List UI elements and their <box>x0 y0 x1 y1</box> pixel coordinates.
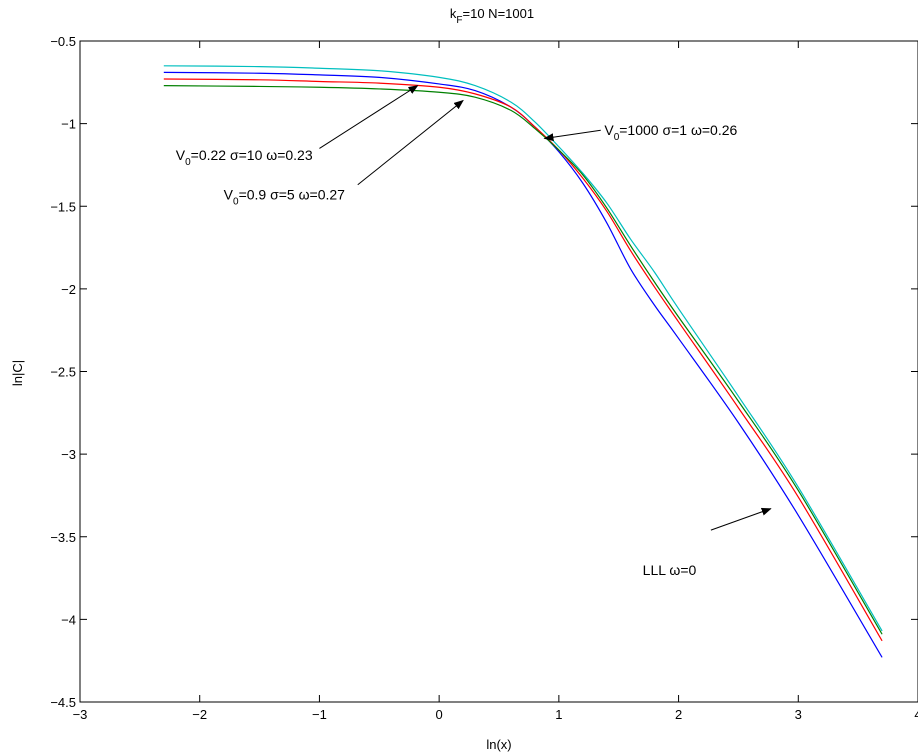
x-tick-label: 1 <box>555 707 562 722</box>
y-axis-ticks: −0.5 −1 −1.5 −2 −2.5 −3 −3.5 −4 −4.5 <box>50 34 918 710</box>
x-tick-label: −2 <box>192 707 207 722</box>
annotation-label: LLL ω=0 <box>643 562 697 578</box>
annotation-arrow <box>543 129 601 142</box>
x-tick-label: 2 <box>675 707 682 722</box>
y-tick-label: −4 <box>61 612 76 627</box>
annotation-arrow <box>319 85 419 149</box>
x-tick-label: 0 <box>436 707 443 722</box>
x-tick-label: 4 <box>914 707 918 722</box>
series-line-3 <box>163 78 883 642</box>
x-tick-label: −3 <box>73 707 88 722</box>
annotation-label: V0=0.22 σ=10 ω=0.23 <box>176 147 313 168</box>
annotation-arrow <box>710 507 772 531</box>
series-lines <box>163 65 883 658</box>
y-tick-label: −1 <box>61 117 76 132</box>
series-line-1 <box>163 65 883 632</box>
y-tick-label: −1.5 <box>50 199 76 214</box>
y-tick-label: −4.5 <box>50 695 76 710</box>
annotation-arrow <box>357 99 464 186</box>
y-tick-label: −3 <box>61 447 76 462</box>
x-axis-ticks: −3 −2 −1 0 1 2 3 4 <box>73 41 918 722</box>
y-tick-label: −2.5 <box>50 365 76 380</box>
x-tick-label: 3 <box>795 707 802 722</box>
y-tick-label: −2 <box>61 282 76 297</box>
series-line-4 <box>163 85 883 635</box>
x-axis-label: ln(x) <box>486 737 511 752</box>
x-tick-label: −1 <box>312 707 327 722</box>
annotation-label: V0=0.9 σ=5 ω=0.27 <box>224 187 345 208</box>
chart-title: kF=10 N=1001 <box>450 6 534 26</box>
y-tick-label: −0.5 <box>50 34 76 49</box>
y-axis-label: ln|C| <box>10 360 25 386</box>
annotations: V0=0.22 σ=10 ω=0.23 V0=0.9 σ=5 ω=0.27 V0=1… <box>176 85 772 578</box>
annotation-label: V0=1000 σ=1 ω=0.26 <box>604 122 737 143</box>
series-line-2 <box>163 71 883 658</box>
plot-frame <box>79 40 918 703</box>
y-tick-label: −3.5 <box>50 530 76 545</box>
